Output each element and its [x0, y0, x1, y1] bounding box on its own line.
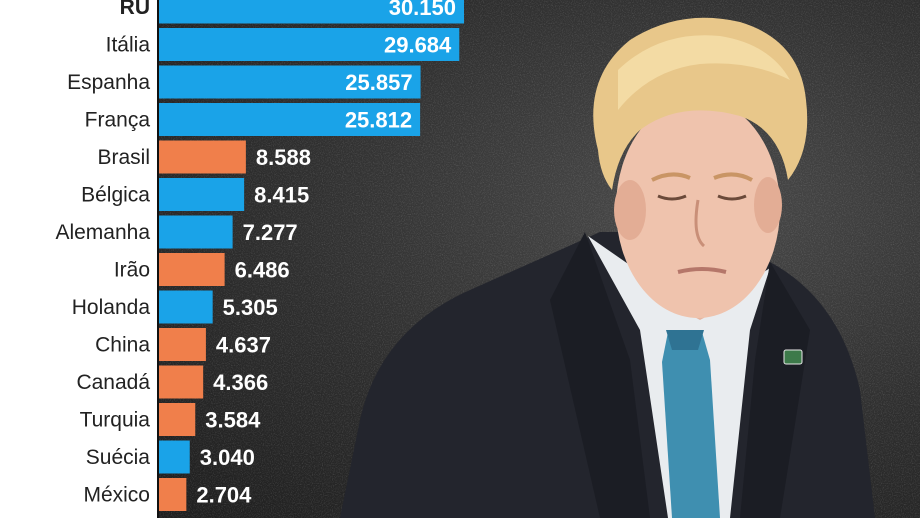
value-label: 3.584 [205, 408, 261, 433]
category-label: Bélgica [81, 184, 150, 207]
value-label: 6.486 [235, 258, 290, 283]
category-label: Holanda [72, 296, 151, 319]
value-label: 8.415 [254, 183, 309, 208]
category-label: Brasil [97, 146, 150, 169]
category-label: Canadá [76, 371, 150, 394]
value-label: 25.857 [345, 70, 412, 95]
bar-4 [159, 140, 246, 174]
bar-8 [159, 290, 213, 324]
bar-0 [159, 0, 464, 24]
value-label: 25.812 [345, 108, 412, 133]
category-label: México [83, 484, 150, 507]
bar-1 [159, 28, 460, 61]
bar-2 [159, 65, 421, 99]
value-label: 4.637 [216, 333, 271, 358]
bar-13 [159, 478, 187, 511]
bar-9 [159, 328, 206, 361]
category-label: Itália [106, 34, 151, 57]
category-label: China [95, 334, 150, 357]
value-label: 29.684 [384, 33, 452, 58]
bar-3 [159, 103, 421, 136]
bar-11 [159, 403, 196, 436]
bar-5 [159, 178, 245, 211]
bar-7 [159, 253, 225, 286]
man-in-suit-photo [340, 17, 875, 518]
category-label: Espanha [67, 71, 150, 94]
value-label: 5.305 [223, 295, 278, 320]
category-label: Irão [114, 259, 150, 282]
value-label: 30.150 [389, 0, 456, 20]
category-label: RU [120, 0, 150, 19]
bar-6 [159, 215, 233, 249]
category-label: Alemanha [55, 221, 150, 244]
category-label: Suécia [86, 446, 151, 469]
bar-12 [159, 440, 190, 474]
value-label: 2.704 [196, 483, 252, 508]
value-label: 3.040 [200, 445, 255, 470]
bar-10 [159, 365, 204, 399]
chart-axis-line [157, 0, 159, 518]
bar-chart: RU 30.150 Itália 29.684 Espanha 25.857 França 2… [55, 0, 464, 511]
category-label: França [85, 109, 151, 132]
value-label: 8.588 [256, 145, 311, 170]
category-label: Turquia [80, 409, 151, 432]
value-label: 4.366 [213, 370, 268, 395]
value-label: 7.277 [243, 220, 298, 245]
